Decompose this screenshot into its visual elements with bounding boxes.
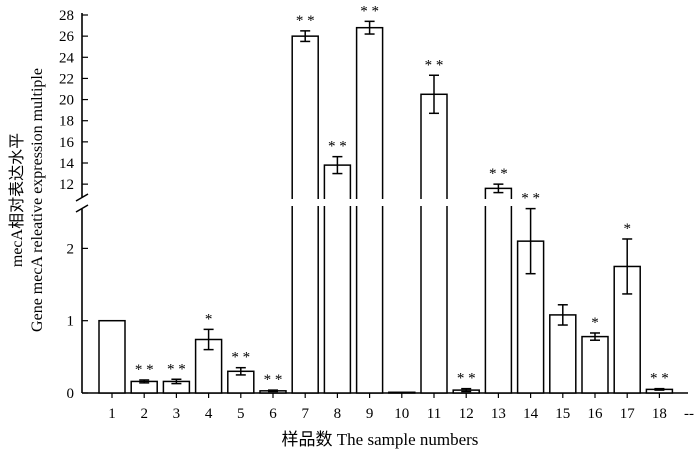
bar <box>291 204 319 394</box>
y-tick-label: 16 <box>59 135 75 151</box>
x-tick-label: 6 <box>269 406 277 422</box>
y-tick-label: 20 <box>59 93 74 109</box>
y-tick-label: 0 <box>67 386 75 402</box>
x-tick-label: 13 <box>491 406 506 422</box>
x-tick-label: 9 <box>366 406 374 422</box>
bar-break-gap <box>419 199 449 206</box>
significance-label: * * <box>457 371 476 387</box>
x-tick-label: 5 <box>237 406 245 422</box>
y-axis-title-cn: mecA相对表达水平 <box>8 133 26 267</box>
x-tick-label: 14 <box>523 406 539 422</box>
bar-break-gap <box>354 199 385 206</box>
bar <box>291 35 319 201</box>
x-tick-trailing: -- <box>684 406 694 422</box>
y-tick-label: 14 <box>59 156 75 172</box>
significance-label: * * <box>231 350 250 366</box>
bar <box>355 26 384 201</box>
x-tick-label: 12 <box>459 406 474 422</box>
y-axis-title-en: Gene mecA releative expression multiple <box>29 68 46 332</box>
significance-label: * * <box>521 191 540 207</box>
significance-label: * <box>623 221 631 237</box>
axis-break-mark <box>75 204 89 213</box>
bar <box>420 204 448 394</box>
y-tick-label: 22 <box>59 71 74 87</box>
y-tick-label: 2 <box>67 241 75 257</box>
bar-break-gap <box>322 199 353 206</box>
y-tick-label: 18 <box>59 114 74 130</box>
significance-label: * * <box>328 139 347 155</box>
y-tick-label: 12 <box>59 177 74 193</box>
significance-label: * * <box>296 13 315 29</box>
significance-label: * * <box>264 372 283 388</box>
x-tick-label: 1 <box>108 406 116 422</box>
x-axis-title: 样品数 The sample numbers <box>282 430 479 449</box>
x-tick-label: 8 <box>334 406 342 422</box>
x-tick-label: 18 <box>652 406 667 422</box>
y-tick-label: 26 <box>59 29 75 45</box>
bar <box>355 204 384 394</box>
bar <box>323 204 352 394</box>
significance-label: * * <box>489 166 508 182</box>
bar <box>484 204 513 394</box>
bar <box>549 314 577 394</box>
x-tick-label: 3 <box>173 406 181 422</box>
significance-label: * <box>205 311 213 327</box>
axis-break-mark <box>75 193 89 202</box>
bar-break-gap <box>483 199 514 206</box>
y-tick-label: 28 <box>59 8 74 24</box>
x-tick-label: 15 <box>555 406 570 422</box>
x-tick-label: 16 <box>588 406 604 422</box>
bar <box>388 391 416 394</box>
y-tick-label: 24 <box>59 50 75 66</box>
bars <box>98 20 674 394</box>
x-tick-label: 17 <box>620 406 636 422</box>
significance-label: * * <box>167 361 186 377</box>
x-tick-label: 11 <box>427 406 441 422</box>
x-tick-label: 4 <box>205 406 213 422</box>
significance-label: * * <box>425 57 444 73</box>
significance-label: * <box>591 315 599 331</box>
bar-break-gap <box>290 199 321 206</box>
x-tick-label: 10 <box>394 406 409 422</box>
bar <box>98 319 126 394</box>
significance-label: * * <box>135 362 154 378</box>
x-tick-label: 7 <box>301 406 309 422</box>
significance-label: * * <box>650 371 669 387</box>
y-tick-label: 1 <box>67 314 75 330</box>
significance-label: * * <box>360 3 379 19</box>
bar <box>581 335 609 394</box>
x-tick-label: 2 <box>140 406 148 422</box>
